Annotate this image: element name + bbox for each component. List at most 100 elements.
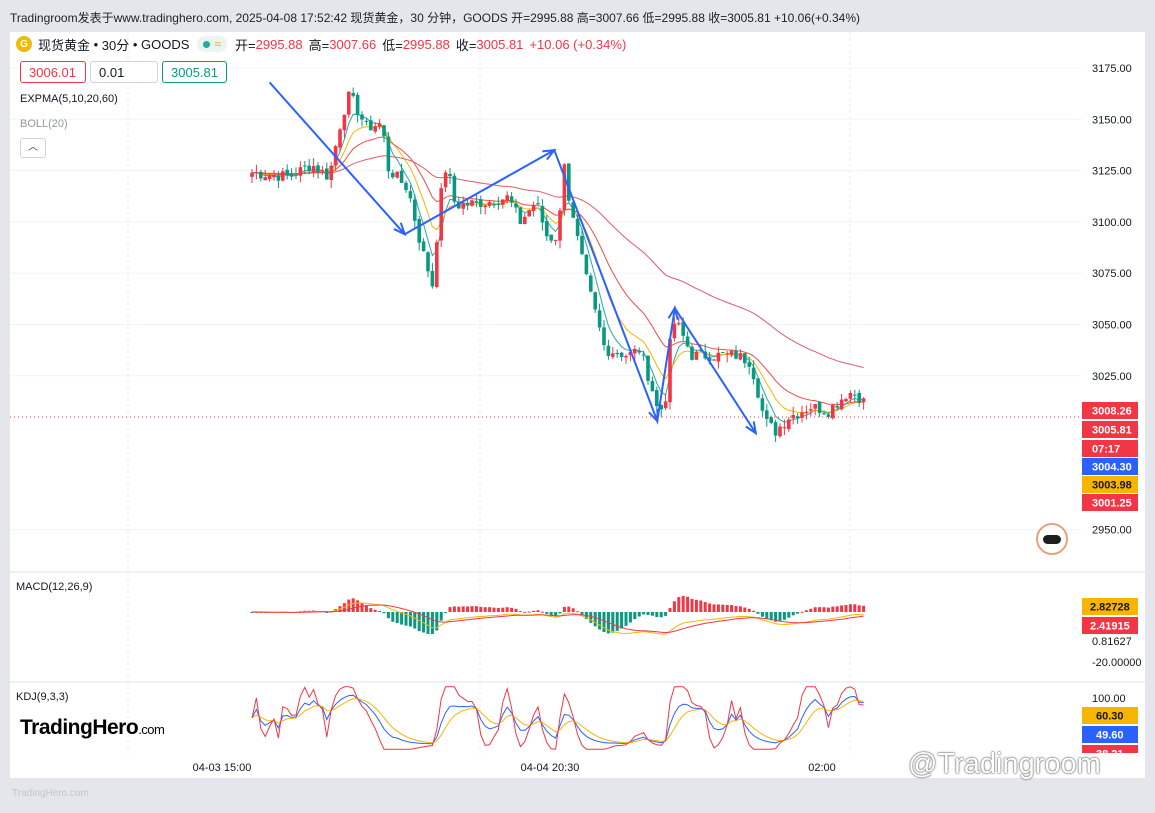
- macd-histogram-bar: [554, 612, 558, 617]
- price-tick-label: 3125.00: [1092, 166, 1132, 178]
- candle-body: [281, 171, 285, 181]
- macd-histogram-bar: [848, 604, 852, 612]
- candle-body: [589, 275, 593, 292]
- chart-area[interactable]: 3175.00 3150.00 3125.00 3100.00 3075.00 3050.…: [10, 32, 1145, 778]
- candle-body: [839, 399, 844, 410]
- macd-histogram-bar: [549, 612, 553, 616]
- symbol-header: G 现货黄金 • 30分 • GOODS ≈ 开= 2995.88 高= 3007.…: [16, 34, 632, 54]
- macd-histogram-bar: [571, 608, 575, 612]
- market-status-pill[interactable]: ≈: [197, 36, 228, 52]
- macd-histogram-bar: [743, 607, 747, 612]
- collapse-legend-button[interactable]: ︿: [20, 138, 46, 158]
- candle-body: [716, 352, 721, 362]
- macd-histogram-bar: [633, 612, 637, 620]
- candle-body: [316, 165, 320, 173]
- time-axis[interactable]: 04-03 15:00 04-04 20:30 02:00: [10, 753, 1145, 778]
- macd-histogram-bar: [686, 596, 690, 612]
- candle-body: [562, 164, 567, 210]
- boll-legend[interactable]: BOLL(20): [20, 118, 68, 130]
- candle-body: [685, 336, 690, 347]
- candle-body: [276, 175, 281, 181]
- macd-legend[interactable]: MACD(12,26,9): [16, 581, 93, 593]
- macd-histogram-bar: [483, 607, 487, 612]
- macd-histogram-bar: [818, 607, 822, 612]
- robot-assistant-icon[interactable]: [1036, 523, 1068, 555]
- macd-histogram-bar: [391, 612, 395, 622]
- candle-body: [800, 412, 804, 418]
- macd-histogram-bar: [813, 607, 817, 612]
- price-tag-label: 3004.30: [1092, 462, 1132, 474]
- candle-body: [641, 354, 646, 356]
- macd-dea-line: [252, 604, 864, 634]
- macd-histogram-bar: [857, 605, 861, 612]
- candle-body: [545, 221, 549, 237]
- macd-histogram-bar: [567, 606, 571, 612]
- symbol-name[interactable]: 现货黄金: [38, 37, 91, 53]
- macd-histogram-bar: [470, 606, 474, 612]
- macd-histogram-bar: [708, 603, 712, 612]
- buy-button[interactable]: 3005.81: [162, 61, 227, 83]
- candle-body: [791, 414, 795, 419]
- macd-histogram-bar: [646, 612, 650, 615]
- macd-histogram-bar: [712, 604, 716, 612]
- macd-histogram-bar: [681, 595, 685, 612]
- price-tick-label: 3100.00: [1092, 217, 1132, 229]
- candle-body: [553, 240, 558, 242]
- price-axis[interactable]: 3175.00 3150.00 3125.00 3100.00 3075.00 3050.…: [1092, 63, 1132, 537]
- expma-legend[interactable]: EXPMA(5,10,20,60): [20, 93, 118, 105]
- macd-histogram-bar: [826, 607, 830, 612]
- macd-histogram-bar: [523, 611, 527, 613]
- sell-button[interactable]: 3006.01: [20, 61, 86, 83]
- candle-body: [857, 392, 861, 403]
- macd-histogram-bar: [778, 612, 782, 621]
- kdj-legend[interactable]: KDJ(9,3,3): [16, 691, 69, 703]
- macd-histogram-bar: [325, 612, 329, 613]
- price-tag-label: 07:17: [1092, 444, 1120, 456]
- macd-histogram-bar: [404, 612, 408, 626]
- macd-histogram-bar: [501, 607, 505, 612]
- exchange: GOODS: [141, 36, 190, 52]
- candle-body: [536, 203, 540, 205]
- candle-body: [426, 252, 430, 272]
- macd-histogram-bar: [624, 612, 628, 626]
- candle-body: [487, 201, 492, 206]
- ema-line-60: [252, 155, 864, 368]
- macd-histogram-bar: [518, 611, 522, 613]
- macd-tag: [1082, 617, 1138, 634]
- zigzag-arrowhead: [745, 421, 758, 436]
- macd-histogram-bar: [628, 612, 632, 623]
- macd-histogram-bar: [782, 612, 786, 620]
- macd-histogram-bar: [756, 612, 760, 614]
- interval[interactable]: 30分: [101, 37, 130, 53]
- macd-histogram-bar: [417, 612, 421, 632]
- macd-histogram-bar: [562, 606, 566, 612]
- macd-histogram-bar: [545, 612, 549, 614]
- macd-tick-label: -20.00000: [1092, 657, 1142, 669]
- trade-panel: 3006.01 0.01 3005.81: [20, 61, 227, 83]
- macd-histogram-bar: [668, 608, 672, 612]
- candle-body: [712, 359, 716, 361]
- kdj-tag-label: 49.60: [1096, 730, 1124, 742]
- candle-body: [619, 352, 624, 358]
- macd-histogram-bar: [457, 606, 461, 612]
- gold-coin-icon: G: [16, 36, 32, 52]
- macd-histogram-bar: [703, 602, 707, 612]
- candle-body: [655, 390, 659, 407]
- candle-body: [725, 353, 729, 355]
- candle-body: [307, 165, 311, 171]
- macd-histogram-bar: [400, 612, 404, 625]
- candle-body: [325, 168, 329, 180]
- macd-histogram-bar: [386, 612, 390, 619]
- candle-body: [311, 166, 316, 173]
- candle-body: [391, 172, 395, 178]
- macd-histogram-bar: [659, 612, 663, 618]
- candle-body: [342, 114, 347, 131]
- quantity-input[interactable]: 0.01: [90, 61, 158, 83]
- candle-body: [470, 200, 474, 206]
- candle-body: [338, 129, 342, 148]
- macd-histogram-bar: [844, 604, 848, 612]
- candle-body: [413, 199, 417, 221]
- macd-histogram-bar: [466, 606, 470, 612]
- candle-body: [492, 203, 496, 206]
- macd-histogram-bar: [809, 608, 813, 612]
